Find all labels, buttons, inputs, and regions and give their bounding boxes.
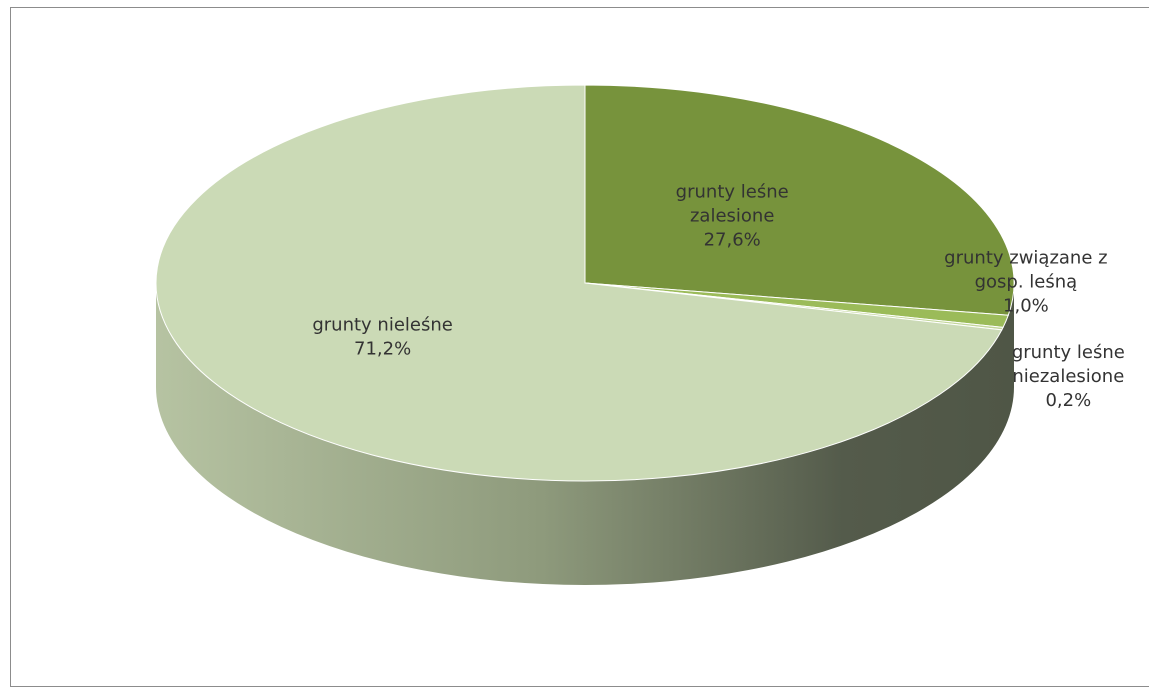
pie-slice <box>584 84 1015 316</box>
slice-label: grunty nieleśne 71,2% <box>312 314 453 359</box>
slice-name-label: gosp. leśną <box>975 271 1078 292</box>
pie-slice <box>155 84 1003 482</box>
slice-value-label: 71,2% <box>354 338 411 359</box>
slice-name-label: grunty leśne <box>1012 342 1125 363</box>
slice-name-label: niezalesione <box>1012 366 1124 387</box>
slice-name-label: grunty leśne <box>676 181 789 202</box>
slice-label: grunty leśne niezalesione 0,2% <box>1012 342 1125 411</box>
slice-name-label: grunty związane z <box>944 247 1107 268</box>
slice-name-label: grunty nieleśne <box>312 314 453 335</box>
slice-label: grunty leśne zalesione 27,6% <box>676 181 789 250</box>
slice-value-label: 27,6% <box>704 229 761 250</box>
slice-label: grunty związane z gosp. leśną 1,0% <box>944 247 1107 316</box>
slice-name-label: zalesione <box>690 205 774 226</box>
slice-value-label: 0,2% <box>1045 390 1091 411</box>
pie-chart: grunty leśne zalesione 27,6% grunty związan… <box>155 84 1125 585</box>
slice-value-label: 1,0% <box>1003 295 1049 316</box>
pie-side-wall <box>156 283 1014 585</box>
